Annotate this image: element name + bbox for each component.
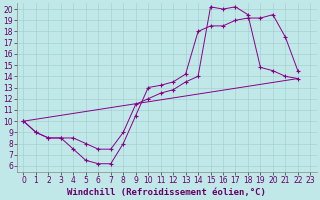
X-axis label: Windchill (Refroidissement éolien,°C): Windchill (Refroidissement éolien,°C) (68, 188, 266, 197)
